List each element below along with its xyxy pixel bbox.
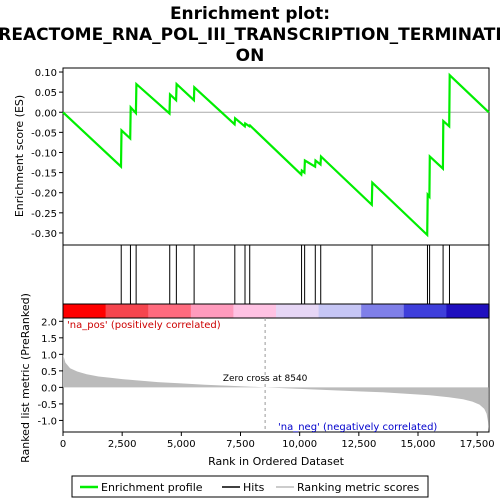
legend-profile-label: Enrichment profile [101, 481, 203, 494]
hits-panel [62, 244, 490, 305]
legend-frame [71, 475, 429, 498]
colorbar-segment [233, 304, 277, 318]
es-y-tick-label: -0.20 [31, 189, 57, 200]
x-tick-label: 0 [60, 439, 66, 450]
es-profile-line [62, 72, 490, 238]
colorbar-segment [403, 304, 447, 318]
es-y-label: Enrichment score (ES) [13, 95, 26, 217]
metric-y-label: Ranked list metric (PreRanked) [19, 293, 32, 463]
metric-panel: 2.0 1.5 1.0 0.5 0.0 -0.5 -1.0 'na_pos' (positi… [19, 293, 490, 463]
legend: Enrichment profile Hits Ranking metric s… [71, 475, 429, 498]
x-tick-label: 10,000 [282, 439, 317, 450]
es-y-tick-label: 0.10 [35, 68, 57, 79]
colorbar-segment [361, 304, 405, 318]
metric-y-tick-label: 0.0 [41, 383, 57, 394]
es-y-tick-label: 0.05 [35, 88, 57, 99]
es-y-tick-label: -0.10 [31, 148, 57, 159]
es-y-axis: 0.10 0.05 0.00 -0.05 -0.10 -0.15 -0.20 -0.25 -0.… [31, 68, 63, 240]
x-tick-label: 15,000 [401, 439, 436, 450]
ranking-metric-area [63, 354, 489, 431]
hits-marks [120, 245, 450, 304]
colorbar-segment [318, 304, 362, 318]
title-line-3: ON [236, 46, 265, 66]
colorbar-segment [276, 304, 320, 318]
x-tick-label: 7,500 [226, 439, 255, 450]
x-axis: 0 2,500 5,000 7,500 10,000 12,500 15,000 17,500 [60, 432, 495, 450]
es-y-tick-label: -0.15 [31, 169, 57, 180]
x-tick-label: 2,500 [108, 439, 137, 450]
colorbar-segment [190, 304, 234, 318]
legend-hits-label: Hits [243, 481, 265, 494]
metric-y-tick-label: 0.5 [41, 367, 57, 378]
x-tick-label: 5,000 [167, 439, 196, 450]
es-y-tick-label: 0.00 [35, 108, 57, 119]
x-tick-label: 17,500 [460, 439, 495, 450]
title-line-1: Enrichment plot: [170, 4, 330, 24]
es-panel: 0.10 0.05 0.00 -0.05 -0.10 -0.15 -0.20 -0.25 -0.… [13, 67, 490, 246]
title-line-2: REACTOME_RNA_POL_III_TRANSCRIPTION_TERMI… [0, 25, 500, 45]
metric-plot-frame [62, 317, 490, 433]
metric-y-tick-label: -0.5 [37, 400, 57, 411]
x-tick-label: 12,500 [341, 439, 376, 450]
colorbar-segment [63, 304, 107, 318]
legend-metric-label: Ranking metric scores [297, 481, 419, 494]
es-plot-frame [62, 67, 490, 246]
metric-y-axis: 2.0 1.5 1.0 0.5 0.0 -0.5 -1.0 [37, 317, 63, 427]
negative-correlated-label: 'na_neg' (negatively correlated) [278, 422, 437, 433]
metric-y-tick-label: 2.0 [41, 317, 57, 328]
colorbar-segment [446, 304, 490, 318]
metric-y-tick-label: -1.0 [37, 416, 57, 427]
metric-y-tick-label: 1.5 [41, 334, 57, 345]
es-y-tick-label: -0.30 [31, 229, 57, 240]
colorbar-segment [105, 304, 149, 318]
colorbar-segment [148, 304, 192, 318]
metric-y-tick-label: 1.0 [41, 350, 57, 361]
rank-colorbar [62, 303, 490, 319]
x-axis-label: Rank in Ordered Dataset [208, 455, 345, 468]
zero-cross-label: Zero cross at 8540 [223, 374, 308, 384]
hits-frame [62, 244, 490, 305]
es-y-tick-label: -0.05 [31, 128, 57, 139]
positive-correlated-label: 'na_pos' (positively correlated) [67, 320, 221, 331]
es-y-tick-label: -0.25 [31, 209, 57, 220]
